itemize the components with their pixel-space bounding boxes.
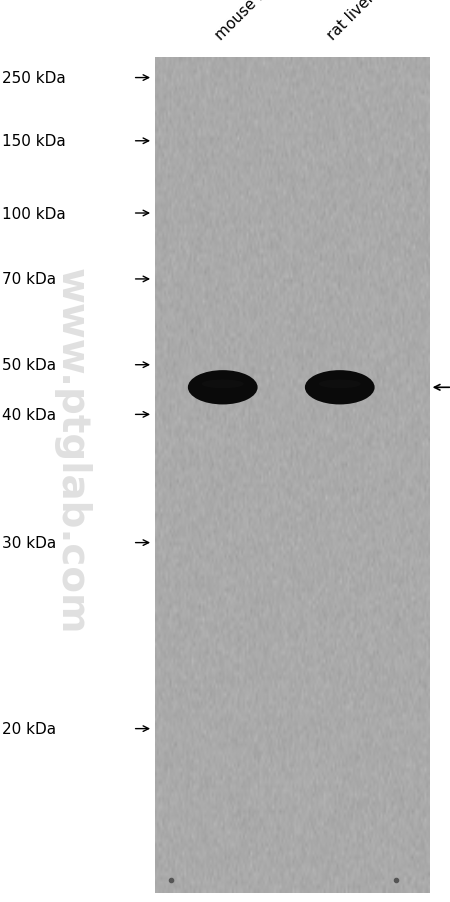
Text: 70 kDa: 70 kDa — [2, 272, 56, 287]
Ellipse shape — [202, 380, 244, 389]
Text: 250 kDa: 250 kDa — [2, 71, 66, 86]
Text: 30 kDa: 30 kDa — [2, 536, 57, 550]
Ellipse shape — [319, 380, 361, 389]
Text: www.ptglab.com: www.ptglab.com — [53, 268, 91, 634]
Text: 40 kDa: 40 kDa — [2, 408, 56, 422]
Text: 20 kDa: 20 kDa — [2, 722, 56, 736]
Text: rat liver: rat liver — [324, 0, 378, 43]
Bar — [155, 59, 430, 893]
Ellipse shape — [188, 371, 257, 405]
Ellipse shape — [305, 371, 374, 405]
Text: 50 kDa: 50 kDa — [2, 358, 56, 373]
Text: mouse liver: mouse liver — [212, 0, 286, 43]
Text: 100 kDa: 100 kDa — [2, 207, 66, 221]
Text: 150 kDa: 150 kDa — [2, 134, 66, 149]
